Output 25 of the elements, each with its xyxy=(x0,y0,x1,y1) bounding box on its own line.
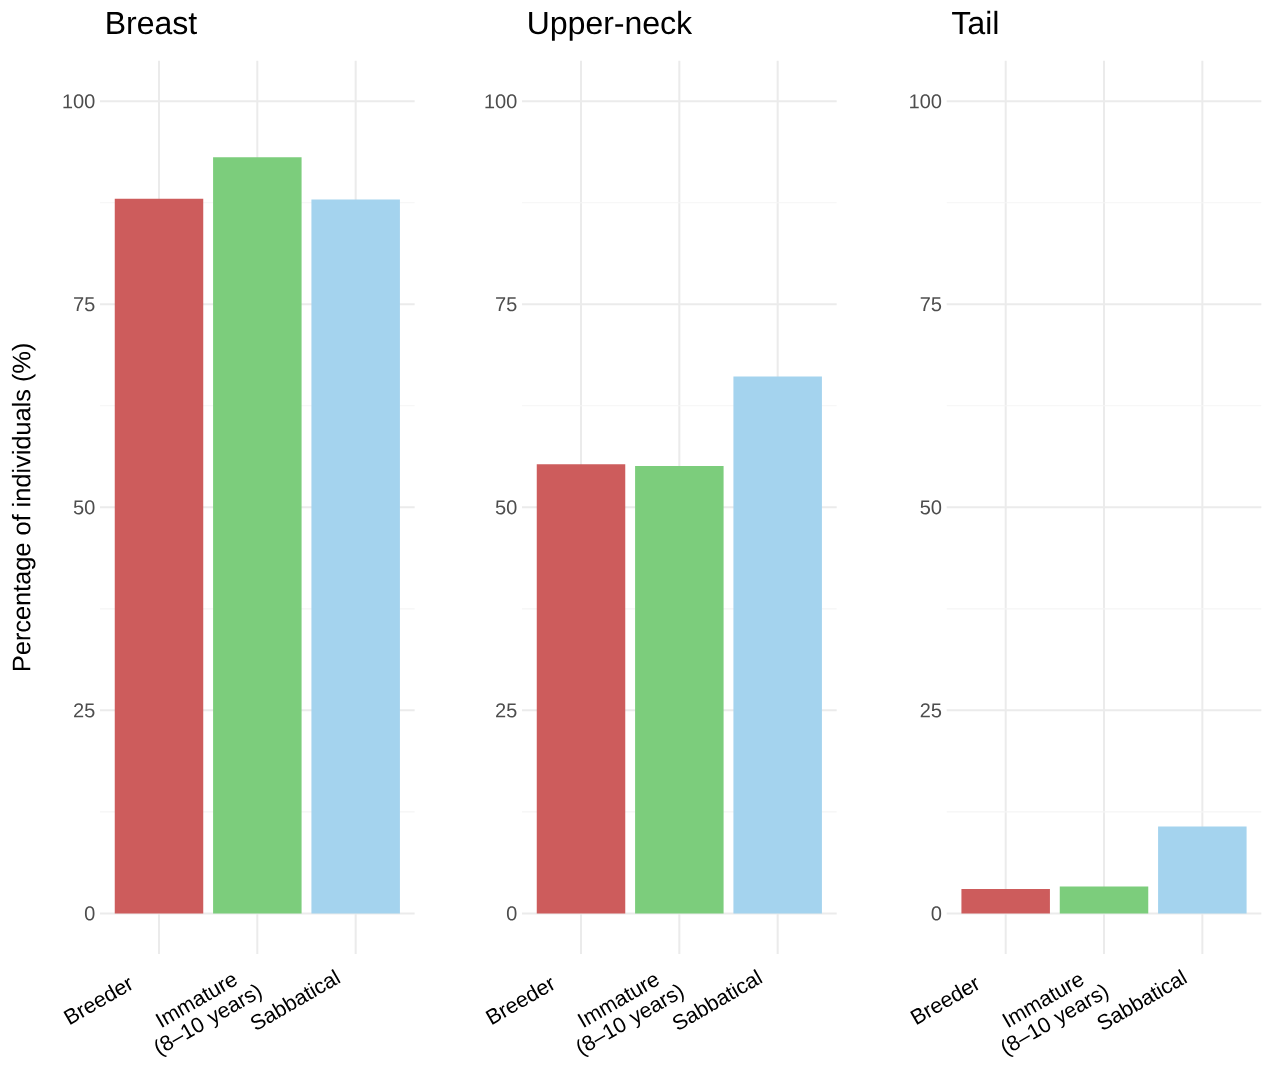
chart-title: Breast xyxy=(107,11,197,35)
y-tick-label: 75 xyxy=(496,297,517,312)
y-tick-label: 50 xyxy=(73,500,95,515)
y-tick-label: 0 xyxy=(931,906,942,921)
y-tick-label: 100 xyxy=(63,94,95,109)
bar xyxy=(1059,886,1149,914)
bar xyxy=(635,465,724,914)
y-tick-label: 75 xyxy=(920,297,942,312)
bar xyxy=(733,376,822,914)
bar xyxy=(961,889,1050,914)
y-tick-label: 50 xyxy=(920,500,942,515)
y-tick-label: 0 xyxy=(506,906,517,921)
bar xyxy=(536,464,626,914)
y-tick-label: 25 xyxy=(496,703,517,718)
y-tick-label: 25 xyxy=(920,703,942,718)
y-tick-label: 25 xyxy=(74,703,95,718)
chart-title: Tail xyxy=(952,10,998,35)
y-tick-label: 0 xyxy=(84,906,95,921)
y-tick-label: 100 xyxy=(910,94,942,109)
bar xyxy=(1158,826,1247,914)
chart-title: Upper-neck xyxy=(529,10,693,41)
y-tick-label: 75 xyxy=(74,297,95,312)
y-tick-label: 100 xyxy=(485,94,517,109)
y-axis-title: Percentage of individuals (%) xyxy=(11,344,36,671)
y-tick-label: 50 xyxy=(495,500,517,515)
